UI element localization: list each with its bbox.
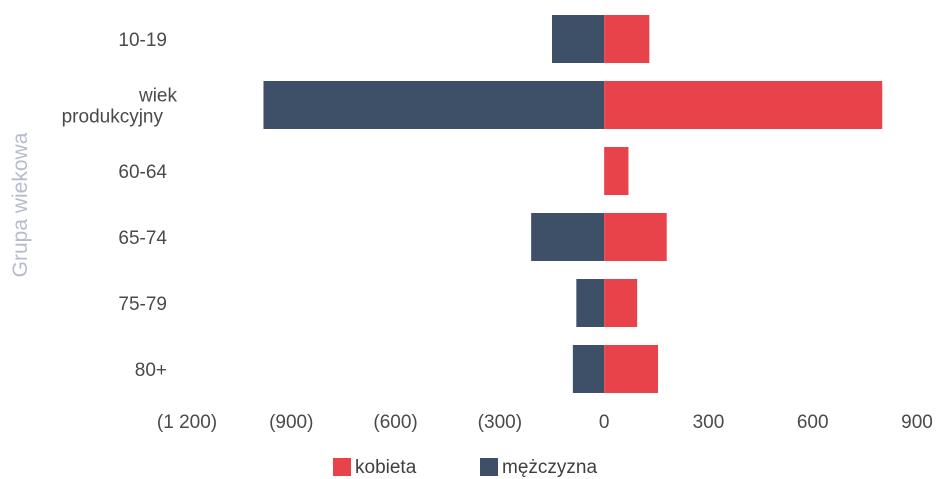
category-label: 10-19 [118, 30, 167, 51]
category-label: wiek produkcyjny [62, 86, 178, 128]
x-tick-label: 600 [797, 412, 829, 433]
x-tick-label: (1 200) [157, 412, 217, 433]
category-labels: 10-19 wiek produkcyjny 60-64 65-74 75-79 80+ [62, 30, 178, 381]
bar-male [572, 345, 605, 393]
bar-male [552, 15, 605, 63]
legend-label: kobieta [355, 457, 417, 478]
category-label: 75-79 [118, 294, 167, 315]
x-tick-labels: (1 200) (900) (600) (300) 0 300 600 900 [157, 412, 933, 433]
bar-male [576, 279, 605, 327]
bar-female [604, 345, 659, 393]
x-tick-label: 300 [693, 412, 725, 433]
x-tick-label: (300) [478, 412, 522, 433]
legend: kobieta mężczyzna [333, 457, 597, 478]
bars-group [263, 15, 883, 393]
legend-swatch [480, 458, 498, 476]
legend-swatch [333, 458, 351, 476]
x-tick-label: 0 [599, 412, 610, 433]
bar-female [604, 279, 638, 327]
x-tick-label: 900 [901, 412, 933, 433]
category-label: 60-64 [118, 162, 167, 183]
bar-male [263, 81, 605, 129]
bar-female [604, 81, 883, 129]
bar-female [604, 15, 650, 63]
x-tick-label: (600) [373, 412, 417, 433]
bar-female [604, 213, 667, 261]
x-tick-label: (900) [269, 412, 313, 433]
bar-female [604, 147, 629, 195]
category-label: 80+ [135, 360, 167, 381]
y-axis-label: Grupa wiekowa [9, 132, 32, 277]
legend-label: mężczyzna [502, 457, 597, 478]
category-label: 65-74 [118, 228, 167, 249]
bar-male [531, 213, 605, 261]
